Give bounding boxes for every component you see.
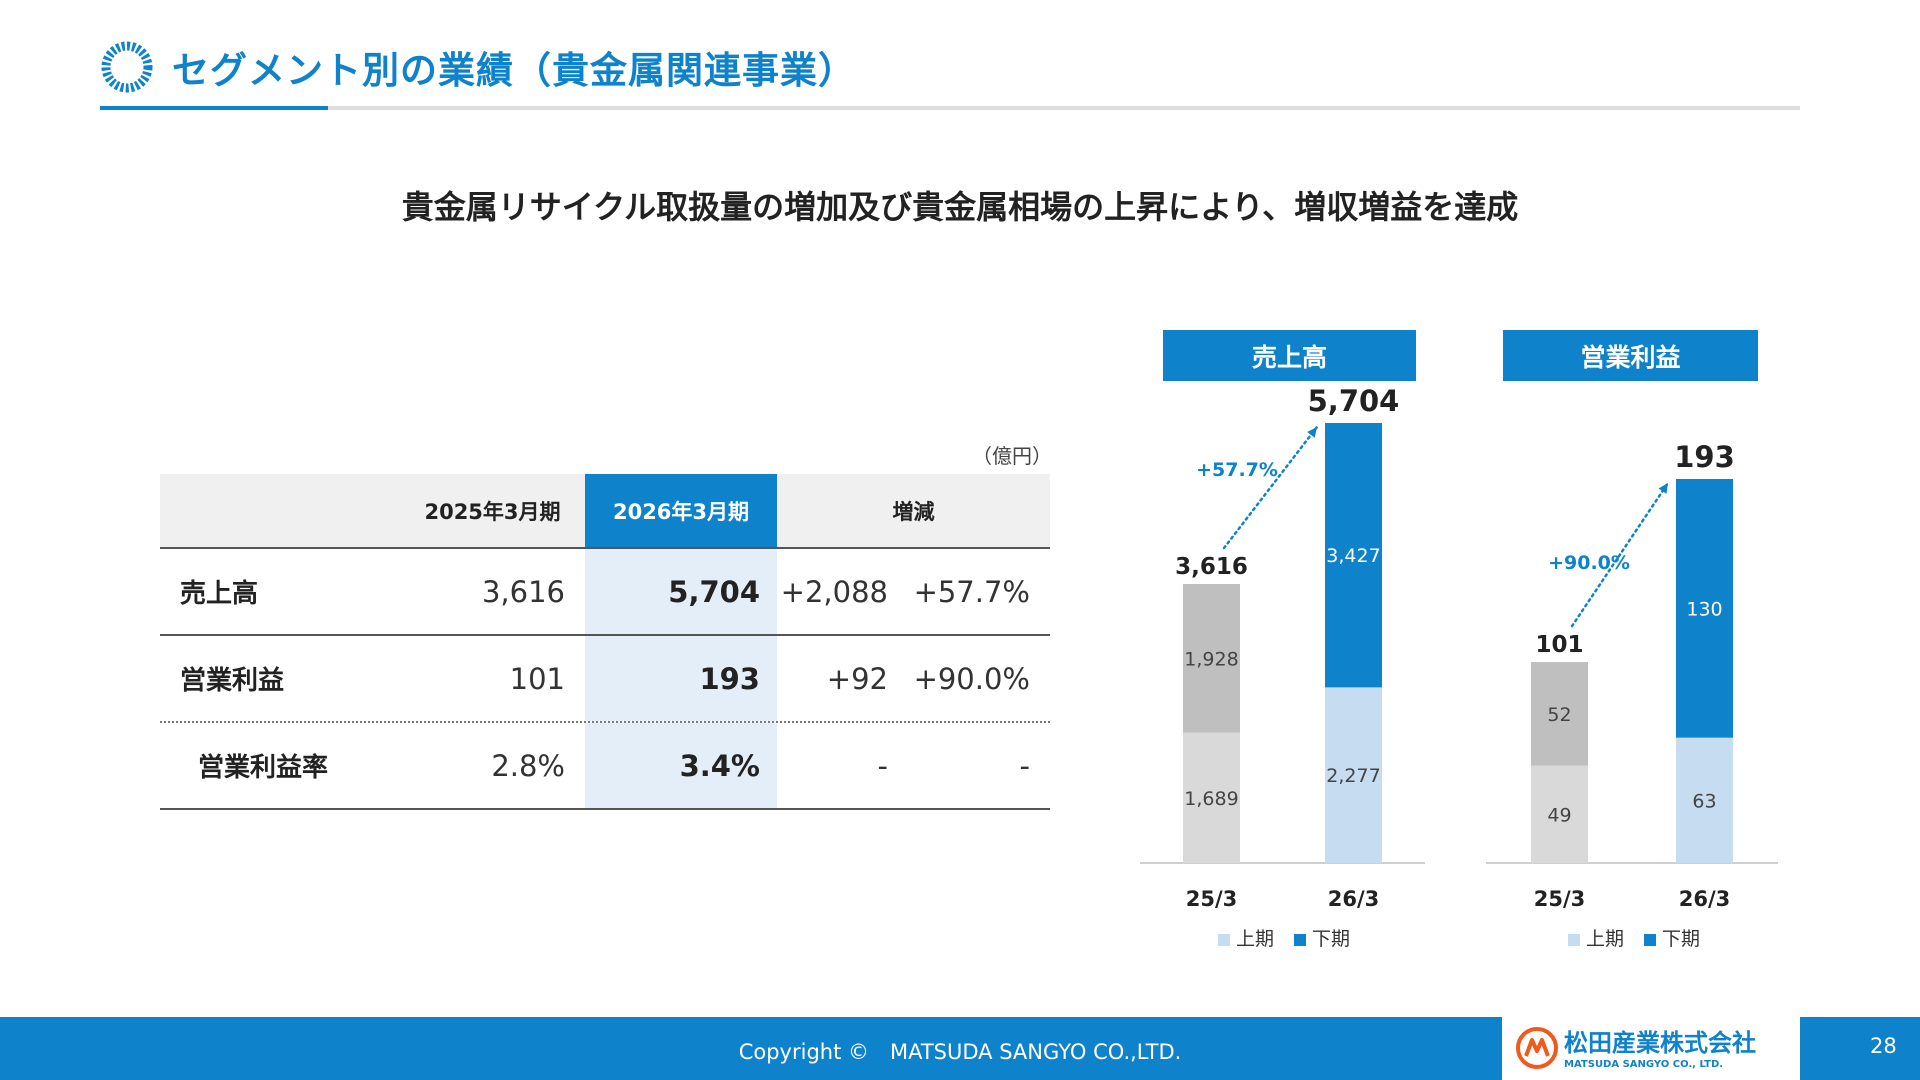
data-label: 52 — [1547, 704, 1571, 726]
value-diff: +2,088 — [780, 574, 888, 609]
value-pct: +57.7% — [913, 574, 1030, 609]
total-label: 101 — [1535, 632, 1583, 658]
total-label: 3,616 — [1175, 554, 1248, 580]
row-label: 売上高 — [180, 579, 259, 609]
ring-logo-icon — [101, 41, 153, 93]
page-number: 28 — [1870, 1034, 1897, 1058]
bar-segment-h2 — [1531, 662, 1588, 766]
page-title: セグメント別の業績（貴金属関連事業） — [172, 49, 856, 92]
growth-arrow-line — [1222, 425, 1319, 550]
row-label: 営業利益率 — [198, 753, 329, 783]
bar-segment-h2 — [1183, 583, 1240, 733]
category-tick-label: 25/3 — [1534, 887, 1586, 911]
column-header-change: 増減 — [892, 499, 935, 524]
value-fy26: 3.4% — [679, 748, 760, 783]
unit-label: （億円） — [972, 444, 1052, 468]
highlight-column-cell — [585, 636, 777, 721]
value-fy26: 193 — [699, 661, 760, 696]
page-subtitle: 貴金属リサイクル取扱量の増加及び貴金属相場の上昇により、増収増益を達成 — [401, 188, 1519, 226]
category-tick-label: 26/3 — [1679, 887, 1731, 911]
table-row-operating-margin: 営業利益率 2.8% 3.4% - - — [160, 723, 1050, 810]
total-label: 193 — [1674, 440, 1735, 474]
column-header-fy26: 2026年3月期 — [612, 499, 750, 524]
sales-chart-title: 売上高 — [1163, 330, 1416, 381]
bar-segment-h1 — [1531, 765, 1588, 863]
value-diff: +92 — [826, 661, 888, 696]
category-tick-label: 25/3 — [1186, 887, 1238, 911]
value-fy25: 101 — [509, 661, 565, 696]
data-label: 49 — [1547, 804, 1571, 826]
total-label: 5,704 — [1308, 384, 1400, 418]
data-label: 2,277 — [1326, 765, 1380, 787]
bar-segment-h1 — [1325, 687, 1382, 863]
copyright-text: Copyright © MATSUDA SANGYO CO.,LTD. — [738, 1040, 1182, 1064]
data-label: 130 — [1686, 598, 1722, 620]
legend-label-h1: 上期 — [1236, 928, 1274, 950]
category-tick-label: 26/3 — [1328, 887, 1380, 911]
company-name-en: MATSUDA SANGYO CO., LTD. — [1564, 1059, 1724, 1070]
bar-segment-h2 — [1325, 423, 1382, 688]
growth-label: +90.0% — [1548, 552, 1630, 574]
value-fy26: 5,704 — [668, 574, 760, 609]
title-divider-accent — [100, 106, 328, 110]
bar-segment-h1 — [1183, 732, 1240, 863]
legend-label-h2: 下期 — [1312, 928, 1350, 950]
value-diff: - — [877, 748, 888, 783]
legend-swatch-h1 — [1568, 934, 1580, 946]
highlight-column-header — [585, 474, 777, 547]
table-row-sales: 売上高 3,616 5,704 +2,088 +57.7% — [160, 549, 1050, 636]
highlight-column-cell — [585, 549, 777, 634]
growth-label: +57.7% — [1196, 459, 1278, 481]
data-label: 1,928 — [1184, 648, 1238, 670]
company-logo: 松田産業株式会社 MATSUDA SANGYO CO., LTD. — [1502, 1017, 1800, 1080]
company-logo-icon — [1516, 1027, 1558, 1069]
legend-label-h1: 上期 — [1586, 928, 1624, 950]
bar-segment-h2 — [1676, 479, 1733, 738]
table-row-operating-profit: 営業利益 101 193 +92 +90.0% — [160, 636, 1050, 723]
value-fy25: 2.8% — [491, 748, 565, 783]
data-label: 1,689 — [1184, 788, 1238, 810]
bar-segment-h1 — [1676, 737, 1733, 863]
legend-swatch-h1 — [1218, 934, 1230, 946]
company-name-jp: 松田産業株式会社 — [1564, 1029, 1756, 1057]
growth-arrow-head — [1307, 427, 1317, 438]
results-table: 2025年3月期 2026年3月期 増減 売上高 3,616 5,704 +2,… — [160, 474, 1050, 810]
title-divider — [100, 106, 1800, 110]
profit-chart-title: 営業利益 — [1503, 330, 1758, 381]
growth-arrow-head — [1658, 483, 1668, 494]
legend-swatch-h2 — [1294, 934, 1306, 946]
operating-profit-chart: 49 52 101 25/3 63 130 193 26/3 +90.0% 上期 下期 — [1486, 440, 1778, 950]
value-fy25: 3,616 — [481, 574, 565, 609]
sales-chart: 1,689 1,928 3,616 25/3 2,277 3,427 5,704 26/3 +5… — [1140, 384, 1425, 950]
table-header-row: 2025年3月期 2026年3月期 増減 — [160, 474, 1050, 549]
highlight-column-cell — [585, 723, 777, 808]
column-header-fy25: 2025年3月期 — [424, 499, 561, 524]
legend-swatch-h2 — [1644, 934, 1656, 946]
growth-arrow-line — [1570, 481, 1670, 628]
data-label: 63 — [1692, 790, 1716, 812]
value-pct: +90.0% — [913, 661, 1030, 696]
row-label: 営業利益 — [180, 666, 285, 696]
title-row: セグメント別の業績（貴金属関連事業） — [100, 40, 856, 94]
value-pct: - — [1019, 748, 1030, 783]
legend-label-h2: 下期 — [1662, 928, 1700, 950]
data-label: 3,427 — [1326, 545, 1380, 567]
